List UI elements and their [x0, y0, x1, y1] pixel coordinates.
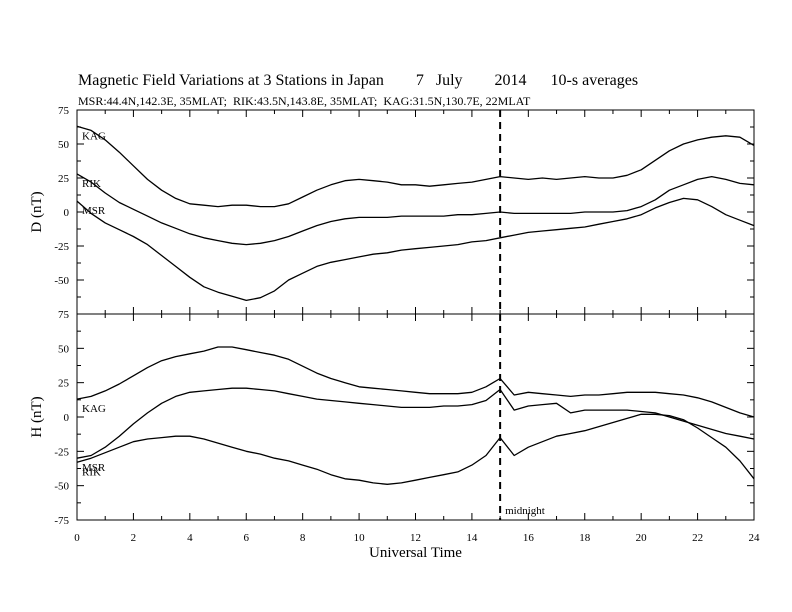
y-axis-label: H (nT)	[29, 396, 45, 437]
y-tick-label: -25	[54, 446, 69, 458]
midnight-annotation: midnight	[505, 505, 545, 517]
x-tick-label: 4	[187, 532, 193, 544]
y-tick-label: 75	[58, 309, 70, 321]
y-tick-label: 75	[58, 105, 70, 117]
y-tick-label: -25	[54, 241, 69, 253]
x-tick-label: 0	[74, 532, 80, 544]
x-tick-label: 16	[523, 532, 535, 544]
panel-frame	[76, 109, 755, 315]
x-tick-label: 2	[131, 532, 137, 544]
chart-title: Magnetic Field Variations at 3 Stations …	[78, 72, 639, 89]
y-tick-label: -75	[54, 515, 69, 527]
y-axis-label: D (nT)	[29, 191, 45, 232]
y-tick-label: 0	[64, 412, 70, 424]
y-tick-label: 25	[58, 173, 70, 185]
x-tick-label: 18	[579, 532, 591, 544]
chart-subtitle: MSR:44.4N,142.3E, 35MLAT; RIK:43.5N,143.…	[78, 94, 531, 108]
x-tick-label: 12	[410, 532, 421, 544]
x-tick-label: 20	[636, 532, 648, 544]
series-line-rik	[76, 413, 755, 485]
x-tick-label: 22	[692, 532, 703, 544]
series-label-rik: RIK	[82, 466, 101, 478]
x-tick-label: 24	[749, 532, 761, 544]
series-label-msr: MSR	[82, 462, 106, 474]
series-line-rik	[76, 173, 755, 246]
y-tick-label: -50	[54, 481, 69, 493]
x-axis-label: Universal Time	[369, 545, 462, 561]
y-tick-label: 50	[58, 343, 70, 355]
x-tick-label: 10	[354, 532, 366, 544]
y-tick-label: 25	[58, 378, 70, 390]
series-line-kag	[76, 346, 755, 418]
x-tick-label: 14	[466, 532, 478, 544]
series-line-kag	[76, 125, 755, 208]
y-tick-label: 0	[64, 207, 70, 219]
y-tick-label: -50	[54, 275, 69, 287]
panel-frame	[76, 313, 755, 521]
series-label-kag: KAG	[82, 403, 106, 415]
series-line-msr	[76, 197, 755, 302]
x-tick-label: 6	[244, 532, 250, 544]
series-label-rik: RIK	[82, 178, 101, 190]
x-tick-label: 8	[300, 532, 306, 544]
series-label-kag: KAG	[82, 130, 106, 142]
series-label-msr: MSR	[82, 205, 106, 217]
series-line-msr	[76, 387, 755, 459]
y-tick-label: 50	[58, 139, 70, 151]
